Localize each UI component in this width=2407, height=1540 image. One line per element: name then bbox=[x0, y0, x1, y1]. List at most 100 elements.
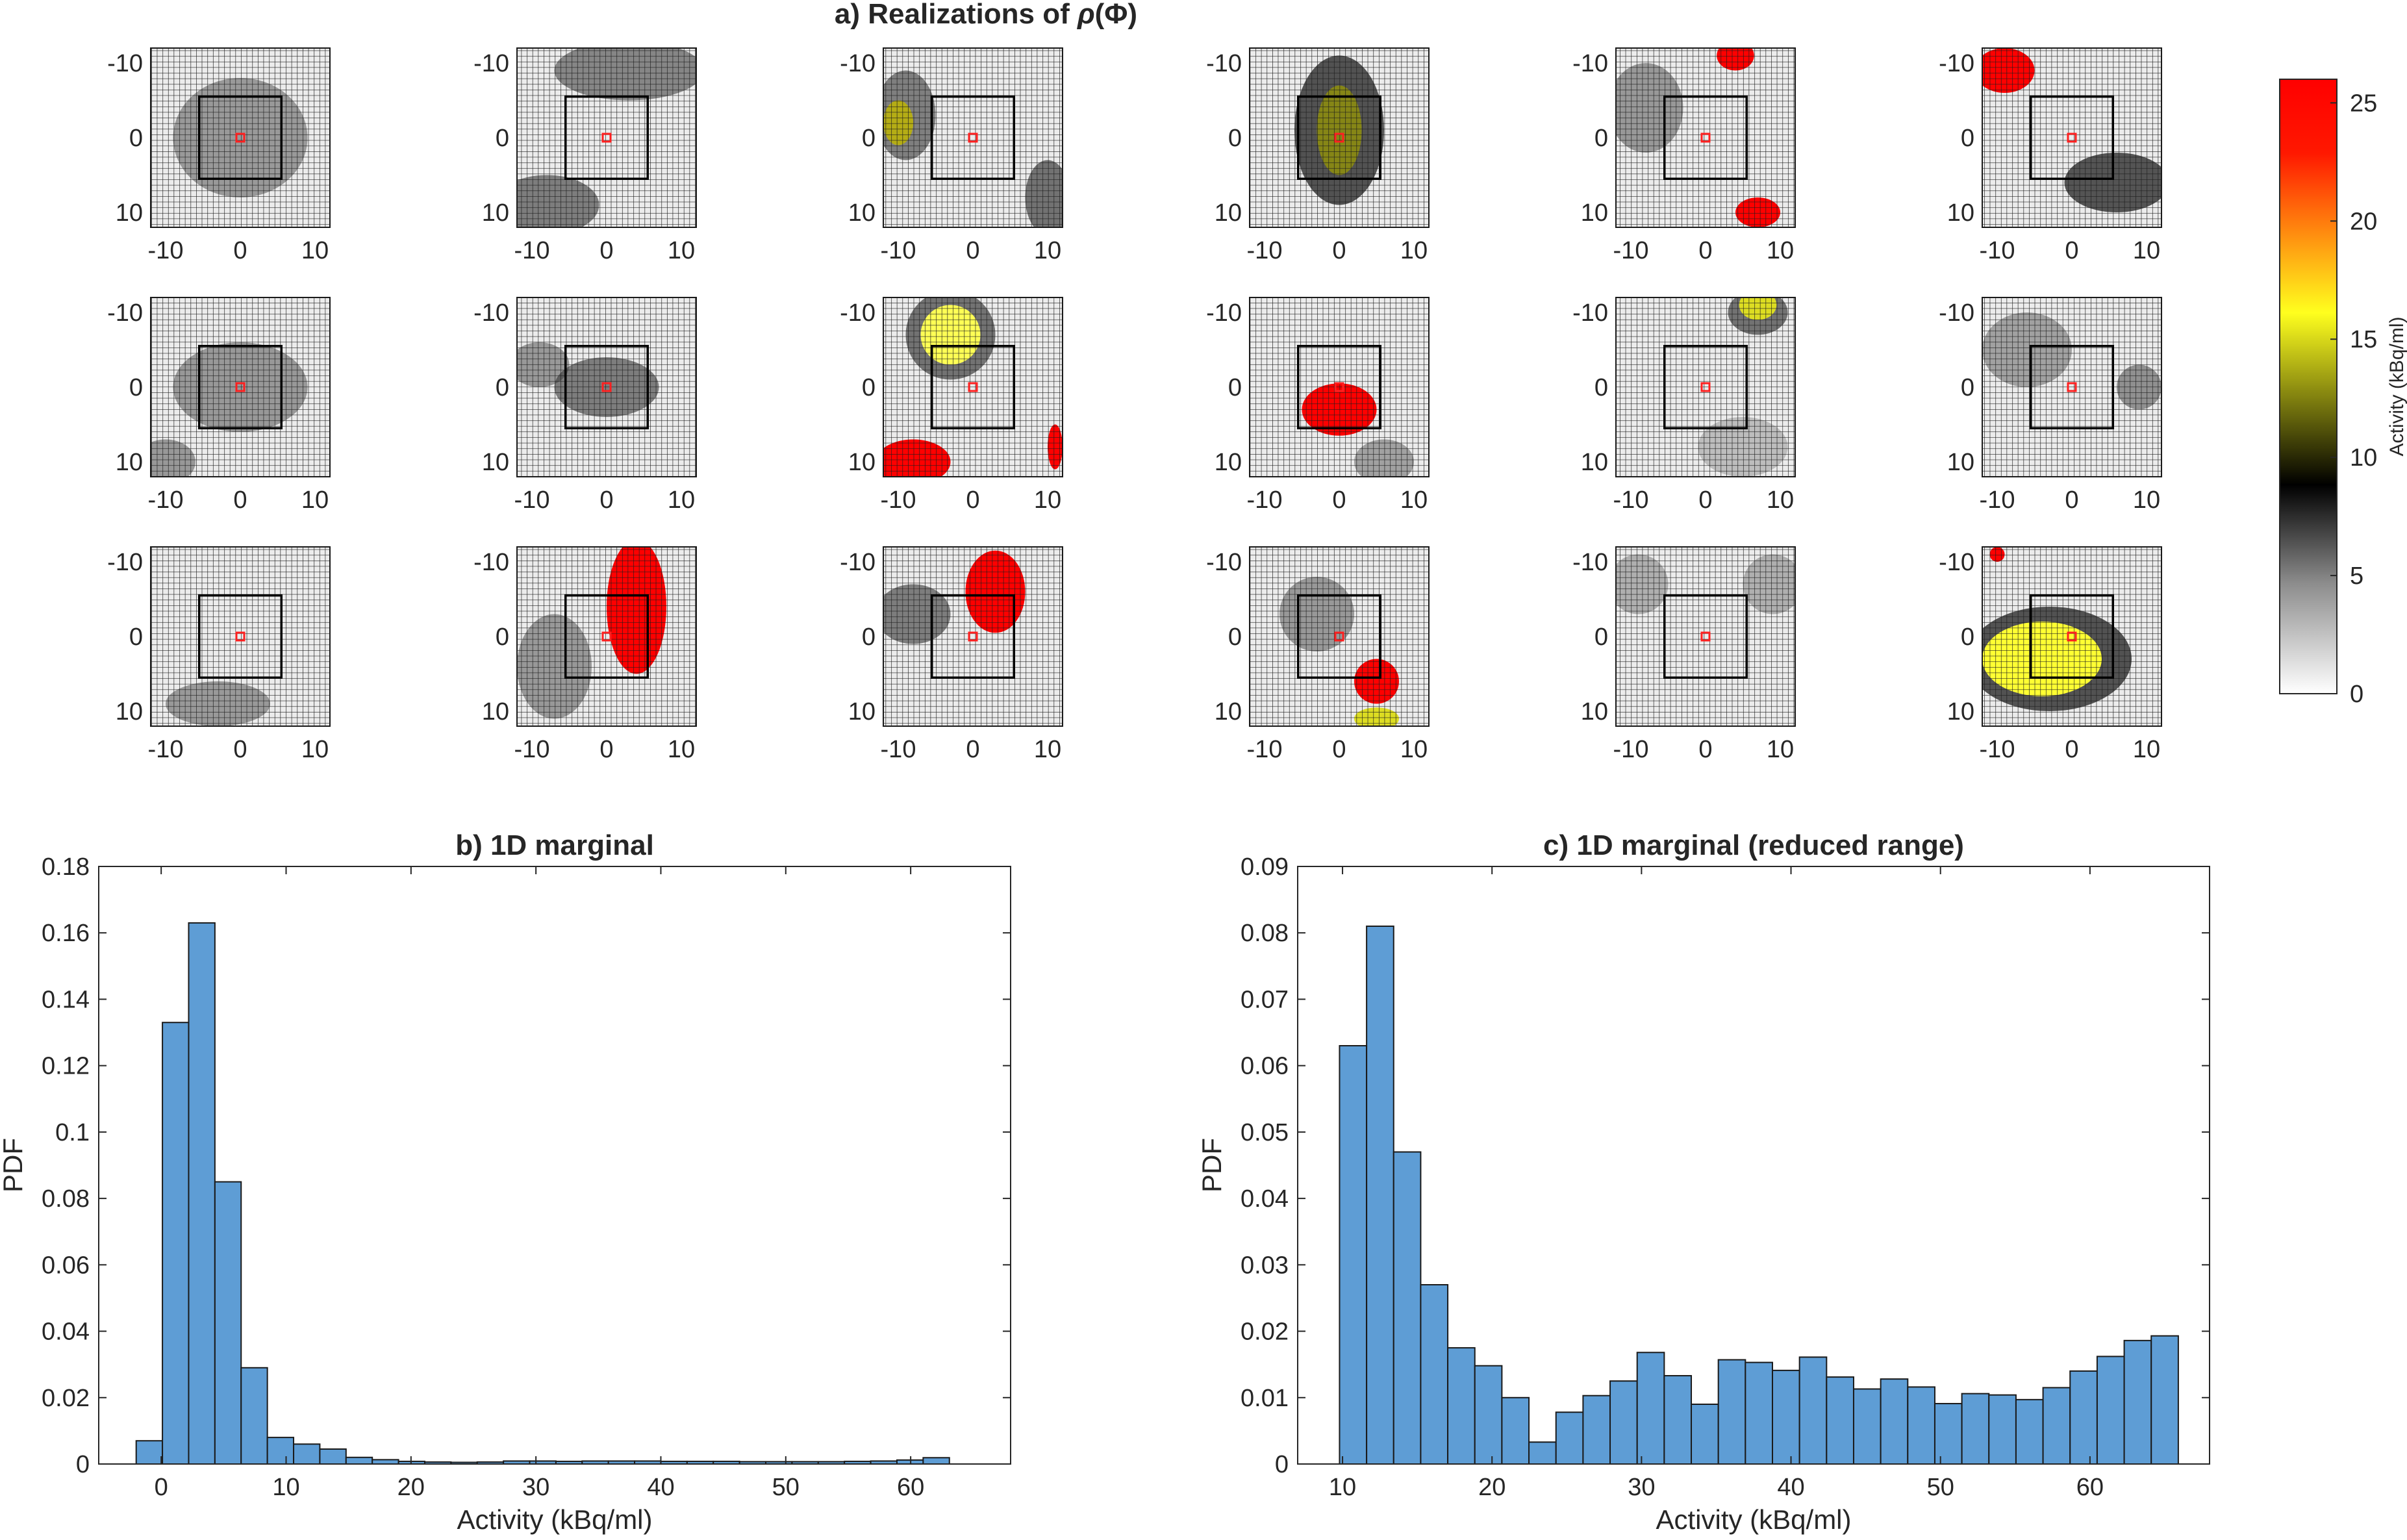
map-ytick-label: -10 bbox=[473, 549, 509, 576]
colorbar-tick-label: 25 bbox=[2350, 90, 2377, 117]
hist-bar bbox=[2042, 1387, 2071, 1465]
map-xtick-label: 0 bbox=[233, 486, 247, 514]
map-xtick-label: 0 bbox=[1332, 237, 1346, 264]
map-xtick-label: -10 bbox=[148, 736, 184, 763]
map-xtick-label: 10 bbox=[1400, 736, 1428, 763]
map-xtick-label: -10 bbox=[1613, 486, 1649, 514]
map-cell-grid bbox=[1250, 297, 1429, 477]
map-ytick-label: 10 bbox=[116, 199, 143, 227]
map-cell-grid bbox=[1616, 48, 1795, 227]
center-window bbox=[1663, 594, 1748, 679]
panel-a-title: a) Realizations of ρ(Φ) bbox=[835, 0, 1137, 30]
map-xtick-label: 0 bbox=[1332, 486, 1346, 514]
panel-c-histogram: c) 1D marginal (reduced range) 0 0.01 0.02 0… bbox=[1196, 829, 2210, 1535]
map-xtick-label: -10 bbox=[514, 486, 550, 514]
hist-bar bbox=[1717, 1359, 1746, 1465]
map-xtick-label: 10 bbox=[1400, 486, 1428, 514]
map-xtick-label: 0 bbox=[1698, 736, 1712, 763]
xtick-label: 20 bbox=[397, 1474, 425, 1501]
colorbar-label: Activity (kBq/ml) bbox=[2386, 316, 2407, 456]
map-cell-grid bbox=[1982, 48, 2161, 227]
map-xtick-label: 10 bbox=[1767, 237, 1794, 264]
map-xtick-label: 10 bbox=[301, 736, 329, 763]
hist-bar bbox=[1528, 1441, 1557, 1465]
map-xtick-label: 0 bbox=[599, 736, 613, 763]
map-ytick-label: -10 bbox=[840, 299, 876, 327]
map-frame bbox=[150, 546, 331, 727]
map-ytick-label: 10 bbox=[482, 698, 509, 726]
x-axis-label: Activity (kBq/ml) bbox=[457, 1504, 652, 1535]
target-pixel-marker bbox=[1334, 382, 1344, 392]
center-window bbox=[564, 95, 649, 180]
map-xtick-label: 10 bbox=[668, 237, 695, 264]
map-xtick-label: -10 bbox=[881, 237, 916, 264]
map-frame bbox=[1249, 297, 1430, 477]
map-ytick-label: 0 bbox=[496, 374, 509, 401]
map-cell-grid bbox=[883, 297, 1063, 477]
map-ytick-label: -10 bbox=[473, 299, 509, 327]
hist-bar bbox=[1961, 1393, 1990, 1465]
map-ytick-label: 0 bbox=[129, 624, 143, 651]
center-window bbox=[1663, 345, 1748, 429]
map-ytick-label: 0 bbox=[1961, 624, 1974, 651]
map-frame bbox=[1982, 47, 2162, 228]
map-ytick-label: 0 bbox=[1961, 374, 1974, 401]
target-pixel-marker bbox=[1334, 631, 1344, 642]
target-pixel-marker bbox=[1700, 631, 1711, 642]
target-pixel-marker bbox=[2067, 133, 2077, 143]
map-frame bbox=[883, 546, 1063, 727]
map-frame bbox=[150, 297, 331, 477]
xtick-label: 60 bbox=[2076, 1474, 2104, 1501]
map-xtick-label: 0 bbox=[2065, 237, 2078, 264]
map-ytick-label: 10 bbox=[1581, 449, 1608, 476]
map-xtick-label: -10 bbox=[881, 486, 916, 514]
ytick-label: 0.06 bbox=[1241, 1053, 1289, 1080]
xtick-label: 60 bbox=[897, 1474, 924, 1501]
map-xtick-label: 10 bbox=[1767, 736, 1794, 763]
map-frame bbox=[1982, 546, 2162, 727]
ytick-label: 0.04 bbox=[42, 1319, 90, 1346]
map-ytick-label: 10 bbox=[1215, 449, 1242, 476]
target-pixel-marker bbox=[601, 382, 612, 392]
map-ytick-label: -10 bbox=[1572, 50, 1608, 77]
xtick-label: 40 bbox=[1777, 1474, 1804, 1501]
colorbar-tick-label: 15 bbox=[2350, 326, 2377, 353]
map-xtick-label: 10 bbox=[301, 486, 329, 514]
target-pixel-marker bbox=[1700, 133, 1711, 143]
map-ytick-label: -10 bbox=[107, 50, 143, 77]
map-ytick-label: 0 bbox=[862, 125, 876, 152]
map-cell-grid bbox=[1616, 297, 1795, 477]
hist-bar bbox=[2069, 1370, 2098, 1465]
map-xtick-label: -10 bbox=[1980, 237, 2015, 264]
map-xtick-label: 0 bbox=[966, 486, 979, 514]
map-xtick-label: 0 bbox=[1332, 736, 1346, 763]
map-frame bbox=[1249, 546, 1430, 727]
map-ytick-label: 0 bbox=[862, 374, 876, 401]
map-frame bbox=[1249, 47, 1430, 228]
map-frame bbox=[516, 546, 697, 727]
map-ytick-label: -10 bbox=[107, 299, 143, 327]
ytick-label: 0.04 bbox=[1241, 1185, 1289, 1213]
map-frame bbox=[150, 47, 331, 228]
map-ytick-label: -10 bbox=[1206, 299, 1242, 327]
target-pixel-marker bbox=[235, 382, 246, 392]
map-frame bbox=[1615, 297, 1796, 477]
map-ytick-label: 0 bbox=[1228, 125, 1242, 152]
xtick-label: 10 bbox=[272, 1474, 299, 1501]
hist-bar bbox=[135, 1440, 164, 1465]
xtick-label: 0 bbox=[155, 1474, 168, 1501]
map-xtick-label: -10 bbox=[148, 237, 184, 264]
xtick-label: 30 bbox=[1628, 1474, 1655, 1501]
map-ytick-label: 0 bbox=[1594, 374, 1608, 401]
map-ytick-label: 10 bbox=[848, 698, 876, 726]
xtick-label: 50 bbox=[1927, 1474, 1954, 1501]
map-ytick-label: 0 bbox=[862, 624, 876, 651]
map-xtick-label: 10 bbox=[2133, 237, 2160, 264]
target-pixel-marker bbox=[601, 631, 612, 642]
map-xtick-label: 0 bbox=[233, 736, 247, 763]
map-ytick-label: 0 bbox=[1228, 624, 1242, 651]
